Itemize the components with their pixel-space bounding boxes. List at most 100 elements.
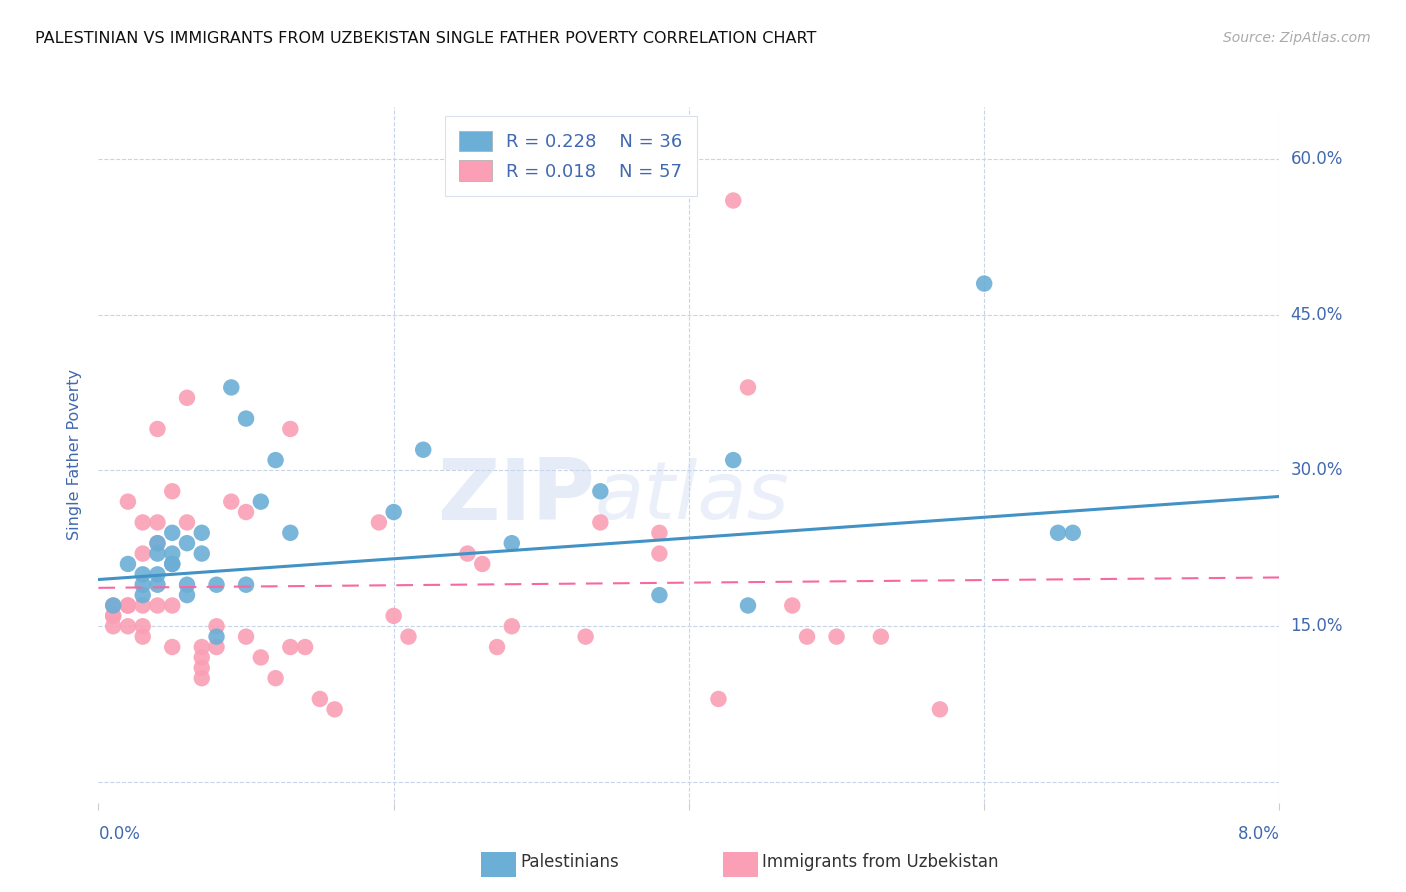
- Point: [264, 453, 287, 467]
- Point: [382, 505, 405, 519]
- Point: [132, 547, 155, 561]
- Point: [132, 619, 155, 633]
- Point: [176, 588, 198, 602]
- Legend: R = 0.228    N = 36, R = 0.018    N = 57: R = 0.228 N = 36, R = 0.018 N = 57: [444, 116, 697, 195]
- Text: Source: ZipAtlas.com: Source: ZipAtlas.com: [1223, 31, 1371, 45]
- Point: [162, 557, 183, 571]
- Point: [721, 194, 744, 208]
- Point: [146, 422, 169, 436]
- Point: [412, 442, 434, 457]
- Point: [191, 650, 214, 665]
- Point: [146, 536, 169, 550]
- Point: [869, 630, 891, 644]
- Point: [737, 380, 759, 394]
- Text: Immigrants from Uzbekistan: Immigrants from Uzbekistan: [762, 853, 998, 871]
- Point: [471, 557, 494, 571]
- Y-axis label: Single Father Poverty: Single Father Poverty: [67, 369, 83, 541]
- Point: [191, 661, 214, 675]
- Point: [648, 547, 671, 561]
- Point: [132, 567, 155, 582]
- Point: [396, 630, 419, 644]
- Point: [117, 557, 139, 571]
- Point: [235, 505, 257, 519]
- Text: Palestinians: Palestinians: [520, 853, 619, 871]
- Point: [146, 567, 169, 582]
- Point: [278, 525, 301, 540]
- Point: [103, 599, 124, 613]
- Point: [501, 619, 523, 633]
- Point: [132, 588, 155, 602]
- Point: [294, 640, 316, 654]
- Point: [117, 599, 139, 613]
- Text: atlas: atlas: [595, 458, 789, 536]
- Point: [146, 599, 169, 613]
- Point: [574, 630, 596, 644]
- Point: [146, 516, 169, 530]
- Point: [146, 578, 169, 592]
- Point: [162, 525, 183, 540]
- Point: [132, 630, 155, 644]
- Point: [219, 380, 242, 394]
- Point: [162, 557, 183, 571]
- Point: [721, 453, 744, 467]
- Point: [103, 619, 124, 633]
- Point: [250, 650, 273, 665]
- Point: [278, 422, 301, 436]
- Text: ZIP: ZIP: [437, 455, 595, 538]
- Point: [191, 671, 214, 685]
- Point: [176, 536, 198, 550]
- Point: [382, 608, 405, 623]
- Point: [782, 599, 804, 613]
- Point: [162, 640, 183, 654]
- Point: [162, 599, 183, 613]
- Point: [323, 702, 346, 716]
- Point: [176, 391, 198, 405]
- Point: [132, 578, 155, 592]
- Point: [205, 630, 228, 644]
- Point: [367, 516, 389, 530]
- Point: [132, 516, 155, 530]
- Text: 15.0%: 15.0%: [1291, 617, 1343, 635]
- Point: [485, 640, 508, 654]
- Point: [501, 536, 523, 550]
- Text: 0.0%: 0.0%: [98, 825, 141, 843]
- Point: [132, 599, 155, 613]
- Point: [191, 525, 214, 540]
- Point: [205, 640, 228, 654]
- Point: [928, 702, 950, 716]
- Text: 45.0%: 45.0%: [1291, 306, 1343, 324]
- Point: [589, 516, 612, 530]
- Point: [235, 411, 257, 425]
- Point: [825, 630, 848, 644]
- Point: [176, 578, 198, 592]
- Text: 30.0%: 30.0%: [1291, 461, 1343, 480]
- Point: [103, 608, 124, 623]
- Point: [589, 484, 612, 499]
- Point: [162, 484, 183, 499]
- Point: [235, 578, 257, 592]
- Point: [117, 494, 139, 508]
- Point: [648, 588, 671, 602]
- Point: [973, 277, 995, 291]
- Point: [796, 630, 818, 644]
- Point: [117, 599, 139, 613]
- Point: [146, 536, 169, 550]
- Point: [308, 692, 332, 706]
- Point: [162, 547, 183, 561]
- Point: [737, 599, 759, 613]
- Point: [191, 640, 214, 654]
- Point: [176, 516, 198, 530]
- Point: [1046, 525, 1069, 540]
- Point: [250, 494, 273, 508]
- Point: [205, 619, 228, 633]
- Point: [264, 671, 287, 685]
- Point: [191, 547, 214, 561]
- Point: [219, 494, 242, 508]
- Point: [707, 692, 730, 706]
- Point: [648, 525, 671, 540]
- Point: [456, 547, 478, 561]
- Text: 60.0%: 60.0%: [1291, 150, 1343, 168]
- Text: 8.0%: 8.0%: [1237, 825, 1279, 843]
- Point: [103, 608, 124, 623]
- Text: PALESTINIAN VS IMMIGRANTS FROM UZBEKISTAN SINGLE FATHER POVERTY CORRELATION CHAR: PALESTINIAN VS IMMIGRANTS FROM UZBEKISTA…: [35, 31, 817, 46]
